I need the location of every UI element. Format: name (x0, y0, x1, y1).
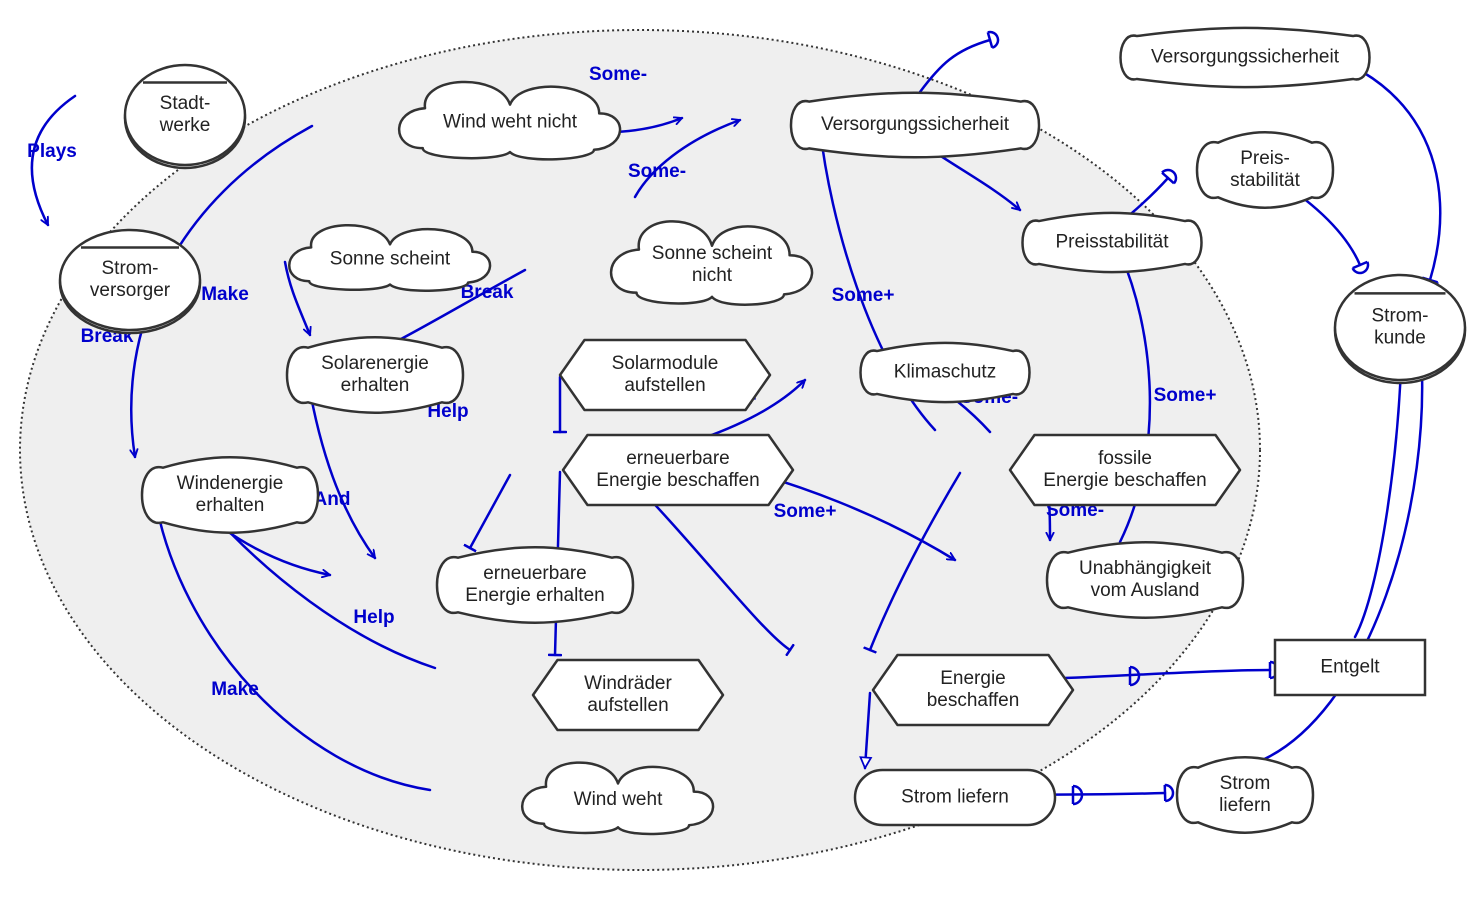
node-strom_liefern: Strom liefern (855, 770, 1055, 825)
node-label: Entgelt (1320, 657, 1380, 678)
node-label: Solarmodule (612, 353, 719, 374)
node-erneuerbare_energie_beschaffen: erneuerbareEnergie beschaffen (563, 435, 793, 505)
edge-label: Some+ (832, 285, 895, 306)
node-label: erhalten (196, 495, 265, 516)
node-label: beschaffen (927, 690, 1020, 711)
node-label: Versorgungssicherheit (1151, 47, 1340, 68)
node-label: liefern (1219, 795, 1271, 816)
node-fossile_energie_beschaffen: fossileEnergie beschaffen (1010, 435, 1240, 505)
node-label: kunde (1374, 327, 1426, 348)
node-label: versorger (90, 280, 171, 301)
edge-label: Plays (27, 141, 77, 162)
node-label: Preis- (1240, 148, 1290, 169)
edge-label: Some+ (774, 501, 837, 522)
node-label: aufstellen (624, 375, 705, 396)
node-label: Sonne scheint (652, 243, 773, 264)
node-preisstabilitaet_ext: Preis-stabilität (1197, 132, 1333, 207)
edge-label: Some- (628, 161, 686, 182)
edge-label: Break (461, 282, 514, 303)
node-label: Strom- (1372, 306, 1429, 327)
node-label: Windenergie (177, 473, 284, 494)
node-label: Windräder (584, 673, 672, 694)
edge-label: Some- (589, 64, 647, 85)
node-stromversorger: Strom-versorger (60, 230, 200, 333)
node-klimaschutz: Klimaschutz (861, 343, 1030, 402)
node-unabhaengigkeit: Unabhängigkeitvom Ausland (1047, 542, 1243, 617)
node-label: stabilität (1230, 170, 1300, 191)
edge-label: Some+ (1154, 385, 1217, 406)
node-preisstabilitaet: Preisstabilität (1023, 213, 1202, 272)
node-label: Versorgungssicherheit (821, 114, 1010, 135)
node-label: Energie (940, 668, 1006, 689)
node-label: nicht (692, 265, 733, 286)
edge-label: Make (201, 284, 249, 305)
node-label: erneuerbare (483, 563, 587, 584)
node-entgelt: Entgelt (1275, 640, 1425, 695)
node-stadtwerke: Stadt-werke (125, 65, 245, 168)
node-label: Sonne scheint (330, 249, 451, 270)
node-solarenergie_erhalten: Solarenergieerhalten (287, 337, 463, 412)
node-solarmodule_aufstellen: Solarmoduleaufstellen (560, 340, 770, 410)
node-label: Klimaschutz (894, 362, 996, 383)
node-versorgungssicherheit: Versorgungssicherheit (791, 93, 1039, 158)
node-label: vom Ausland (1091, 580, 1200, 601)
node-energie_beschaffen: Energiebeschaffen (873, 655, 1073, 725)
node-windenergie_erhalten: Windenergieerhalten (142, 457, 318, 532)
node-label: fossile (1098, 448, 1152, 469)
node-label: Energie beschaffen (1043, 470, 1206, 491)
node-erneuerbare_energie_erhalten: erneuerbareEnergie erhalten (437, 547, 633, 622)
node-label: Wind weht nicht (443, 112, 578, 133)
node-versorgungssicherheit_ext: Versorgungssicherheit (1121, 28, 1370, 87)
node-label: aufstellen (587, 695, 668, 716)
node-label: Stadt- (160, 93, 211, 114)
istar-diagram: PlaysSome-BreakMakeSome-BreakSome+HelpSo… (0, 0, 1477, 901)
node-label: Strom (1220, 773, 1271, 794)
edge-label: Help (353, 607, 394, 628)
node-label: Solarenergie (321, 353, 429, 374)
node-label: Unabhängigkeit (1079, 558, 1212, 579)
node-stromkunde: Strom-kunde (1335, 275, 1465, 383)
node-windraeder_aufstellen: Windräderaufstellen (533, 660, 723, 730)
node-strom_liefern_ext: Stromliefern (1177, 757, 1313, 832)
node-label: Preisstabilität (1056, 232, 1170, 253)
edge-label: Make (211, 679, 259, 700)
node-label: erhalten (341, 375, 410, 396)
node-label: Strom liefern (901, 787, 1009, 808)
node-label: Energie erhalten (465, 585, 604, 606)
node-label: Energie beschaffen (596, 470, 759, 491)
node-label: erneuerbare (626, 448, 730, 469)
node-label: Strom- (102, 258, 159, 279)
node-label: Wind weht (574, 789, 663, 810)
node-label: werke (159, 115, 211, 136)
